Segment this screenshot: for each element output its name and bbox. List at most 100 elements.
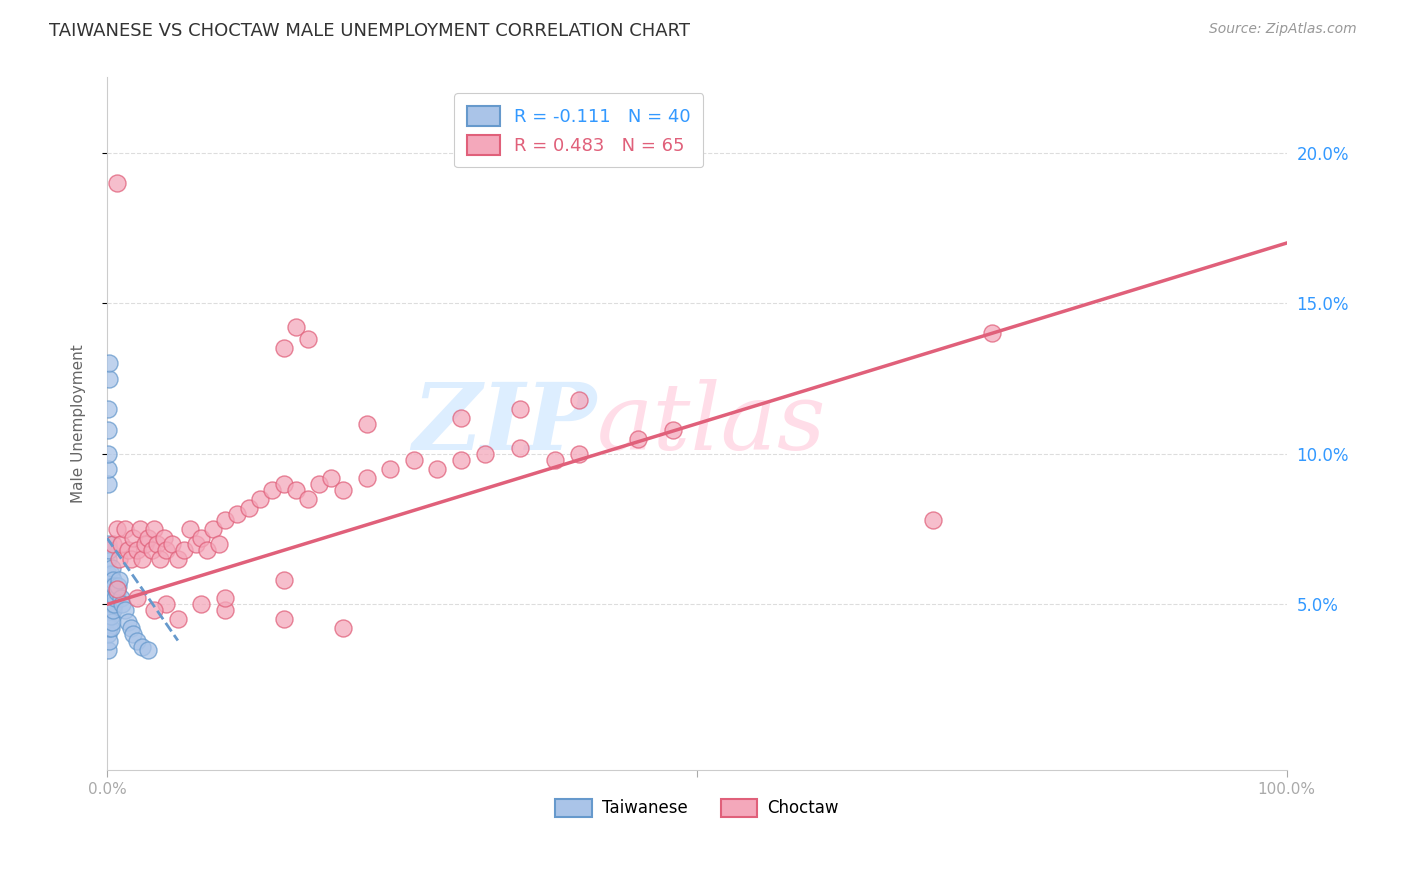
Point [101, 574, 124, 588]
Point [101, 537, 124, 551]
Point [100, 567, 122, 582]
Point [149, 552, 172, 566]
Point [155, 543, 177, 558]
Point [97, 477, 120, 491]
Point [98, 357, 121, 371]
Point [450, 453, 472, 467]
Text: atlas: atlas [596, 379, 827, 468]
Point [97, 627, 120, 641]
Point [179, 522, 201, 536]
Point [125, 633, 148, 648]
Point [101, 603, 124, 617]
Point [143, 603, 166, 617]
Point [103, 598, 125, 612]
Point [166, 612, 188, 626]
Point [98, 371, 121, 385]
Point [97, 537, 120, 551]
Point [104, 591, 127, 606]
Point [273, 477, 295, 491]
Point [214, 591, 236, 606]
Point [332, 483, 354, 497]
Point [97, 462, 120, 476]
Point [273, 574, 295, 588]
Point [120, 622, 142, 636]
Point [426, 462, 449, 476]
Point [190, 531, 212, 545]
Point [98, 633, 121, 648]
Point [108, 552, 131, 566]
Point [117, 615, 139, 630]
Point [100, 609, 122, 624]
Point [100, 622, 122, 636]
Point [98, 591, 121, 606]
Point [138, 531, 160, 545]
Point [103, 579, 125, 593]
Point [980, 326, 1002, 341]
Point [98, 603, 121, 617]
Point [378, 462, 401, 476]
Point [97, 612, 120, 626]
Point [662, 423, 685, 437]
Point [321, 471, 343, 485]
Point [284, 320, 307, 334]
Point [125, 591, 148, 606]
Point [152, 531, 174, 545]
Point [131, 640, 153, 654]
Point [98, 543, 121, 558]
Point [184, 537, 207, 551]
Point [108, 574, 131, 588]
Point [273, 342, 295, 356]
Point [143, 522, 166, 536]
Point [190, 598, 212, 612]
Point [114, 603, 136, 617]
Point [627, 432, 650, 446]
Point [155, 598, 177, 612]
Point [98, 622, 121, 636]
Point [509, 441, 531, 455]
Point [120, 552, 142, 566]
Y-axis label: Male Unemployment: Male Unemployment [72, 344, 86, 503]
Point [107, 579, 129, 593]
Point [297, 333, 319, 347]
Point [97, 447, 120, 461]
Point [173, 543, 195, 558]
Point [474, 447, 496, 461]
Point [110, 591, 132, 606]
Point [356, 471, 378, 485]
Point [308, 477, 330, 491]
Point [97, 552, 120, 566]
Point [208, 537, 231, 551]
Point [97, 401, 120, 416]
Point [921, 513, 943, 527]
Point [114, 522, 136, 536]
Point [141, 543, 163, 558]
Point [97, 598, 120, 612]
Point [105, 176, 128, 190]
Point [117, 543, 139, 558]
Point [145, 537, 167, 551]
Legend: Taiwanese, Choctaw: Taiwanese, Choctaw [548, 792, 845, 824]
Point [101, 598, 124, 612]
Text: ZIP: ZIP [412, 379, 596, 468]
Point [131, 552, 153, 566]
Point [134, 537, 156, 551]
Point [138, 642, 160, 657]
Point [273, 612, 295, 626]
Point [110, 537, 132, 551]
Point [105, 585, 128, 599]
Point [101, 579, 124, 593]
Point [297, 491, 319, 506]
Text: TAIWANESE VS CHOCTAW MALE UNEMPLOYMENT CORRELATION CHART: TAIWANESE VS CHOCTAW MALE UNEMPLOYMENT C… [49, 22, 690, 40]
Point [97, 423, 120, 437]
Point [195, 543, 218, 558]
Point [225, 507, 247, 521]
Point [568, 392, 591, 407]
Point [97, 582, 120, 597]
Point [105, 522, 128, 536]
Point [166, 552, 188, 566]
Point [101, 585, 124, 599]
Point [97, 567, 120, 582]
Point [509, 401, 531, 416]
Point [284, 483, 307, 497]
Point [160, 537, 183, 551]
